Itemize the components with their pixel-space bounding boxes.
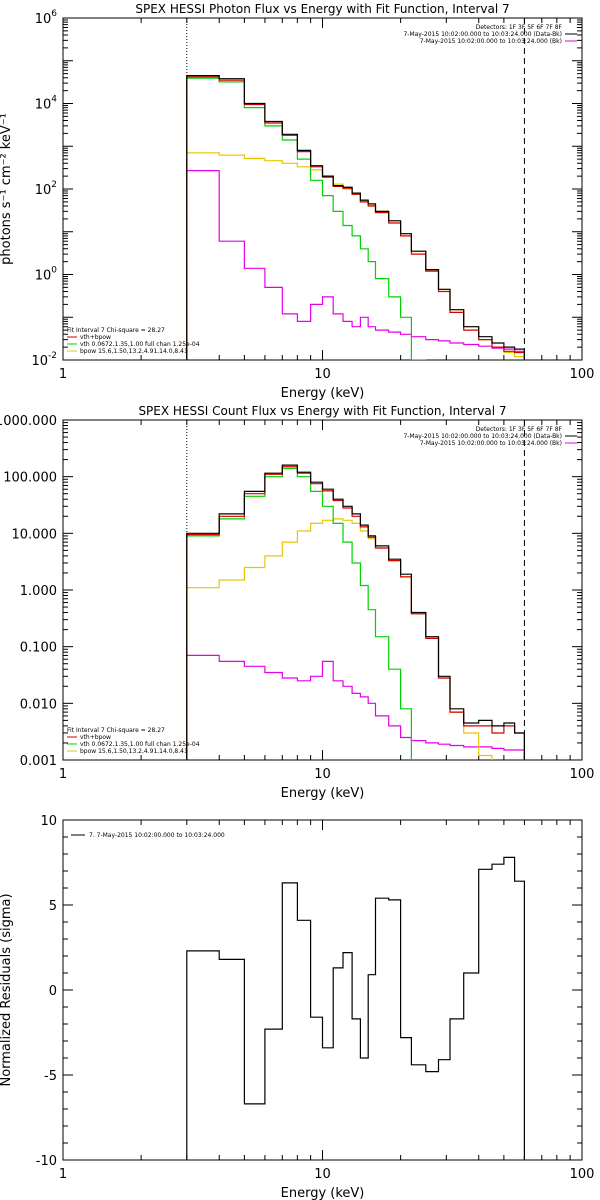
x-axis-label: Energy (keV) <box>281 386 365 401</box>
series-vth <box>186 77 525 360</box>
y-tick-label: 0.010 <box>20 697 57 712</box>
series-bpow <box>186 152 525 360</box>
series-data <box>186 75 525 360</box>
y-axis-label: photons s⁻¹ cm⁻² keV⁻¹ <box>0 113 14 265</box>
y-tick-label: 100.000 <box>3 471 57 486</box>
legend-entry: 7-May-2015 10:02:00.000 to 10:03:24.000 … <box>420 440 562 447</box>
chart-title: SPEX HESSI Count Flux vs Energy with Fit… <box>138 404 506 418</box>
x-axis-label: Energy (keV) <box>281 1186 365 1200</box>
legend-entry: Detectors: 1F 3F 5F 6F 7F 8F <box>476 24 563 31</box>
chart-title: SPEX HESSI Photon Flux vs Energy with Fi… <box>135 2 509 16</box>
legend-entry: 7-May-2015 10:02:00.000 to 10:03:24.000 … <box>403 31 562 38</box>
legend-entry: Fit Interval 7 Chi-square = 28.27 <box>67 327 165 334</box>
x-tick-label: 10 <box>314 367 331 382</box>
legend-entry: 7-May-2015 10:02:00.000 to 10:03:24.000 … <box>403 433 562 440</box>
y-tick-label: 102 <box>35 180 57 198</box>
legend-entry: 7. 7-May-2015 10:02:00.000 to 10:03:24.0… <box>89 832 225 839</box>
legend-entry: 7-May-2015 10:02:00.000 to 10:03:24.000 … <box>420 38 562 45</box>
x-tick-label: 10 <box>314 767 331 782</box>
x-tick-label: 100 <box>570 1167 595 1182</box>
chart-panel-2: SPEX HESSI Count Flux vs Energy with Fit… <box>0 404 594 801</box>
y-tick-label: 10.000 <box>12 527 58 542</box>
series-sum <box>186 466 525 760</box>
y-tick-label: 10 <box>40 814 57 829</box>
series-bpow <box>186 518 525 760</box>
y-tick-label: 1000.000 <box>0 414 57 429</box>
legend-entry: vth 0.0672,1.35,1.00 full chan 1.25e-04 <box>80 741 200 748</box>
plot-frame <box>62 819 583 1161</box>
x-tick-label: 100 <box>570 367 595 382</box>
y-tick-label: 0.001 <box>20 754 57 769</box>
y-tick-label: 5 <box>49 899 57 914</box>
y-tick-label: 100 <box>35 266 58 284</box>
legend-entry: vth+bpow <box>80 734 111 741</box>
y-tick-label: 104 <box>35 95 58 113</box>
y-tick-label: 10-2 <box>31 351 57 369</box>
legend-entry: Detectors: 1F 3F 5F 6F 7F 8F <box>476 426 563 433</box>
x-tick-label: 1 <box>59 367 67 382</box>
legend-entry: Fit Interval 7 Chi-square = 28.27 <box>67 727 165 734</box>
x-tick-label: 1 <box>59 767 67 782</box>
x-tick-label: 100 <box>570 767 595 782</box>
legend-entry: vth+bpow <box>80 334 111 341</box>
x-axis-label: Energy (keV) <box>281 786 365 801</box>
series-sum <box>186 76 525 360</box>
series-vth <box>186 467 525 760</box>
y-axis-label: Normalized Residuals (sigma) <box>0 893 14 1086</box>
y-tick-label: -10 <box>36 1154 57 1169</box>
x-tick-label: 1 <box>59 1167 67 1182</box>
legend-entry: bpow 15.6,1.50,13.2,4.91,14.0,8.41 <box>80 348 188 355</box>
x-tick-label: 10 <box>314 1167 331 1182</box>
y-tick-label: 106 <box>35 9 58 27</box>
legend-entry: vth 0.0672,1.35,1.00 full chan 1.25e-04 <box>80 341 200 348</box>
y-tick-label: 1.000 <box>20 584 57 599</box>
series-data <box>186 464 525 760</box>
series-bk <box>186 654 525 760</box>
y-tick-label: 0.100 <box>20 641 57 656</box>
chart-panel-1: SPEX HESSI Photon Flux vs Energy with Fi… <box>0 2 594 401</box>
legend-entry: bpow 15.6,1.50,13.2,4.91,14.0,8.41 <box>80 748 188 755</box>
series-data <box>186 856 525 1160</box>
plot-frame <box>62 419 583 761</box>
y-tick-label: 0 <box>49 984 57 999</box>
series-bk <box>186 170 525 360</box>
y-tick-label: -5 <box>44 1069 57 1084</box>
chart-panel-3: 1 10 100 Energy (keV) -10 -5 0 5 10 Normalized Re… <box>0 814 594 1200</box>
